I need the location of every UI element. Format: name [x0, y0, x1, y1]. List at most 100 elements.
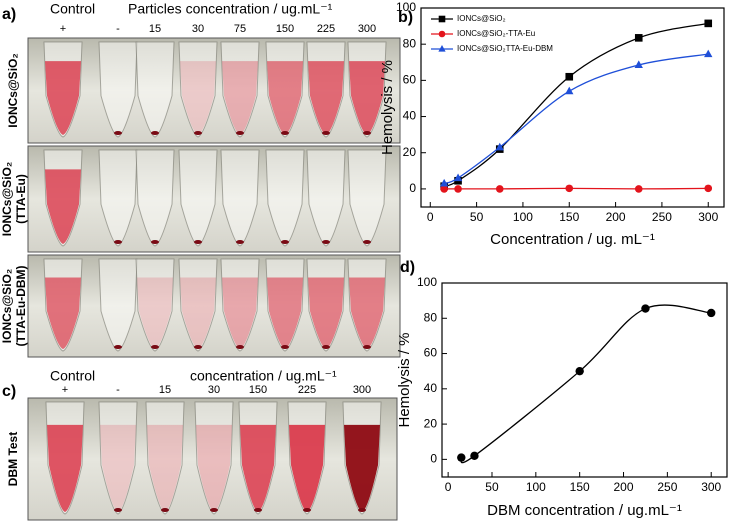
- y-tick-label: 0: [409, 181, 416, 195]
- tube: [135, 258, 175, 352]
- row-label-line: IONCs@SiO₂: [0, 269, 14, 343]
- x-tick-label: 100: [526, 480, 546, 494]
- row-label-line: IONCs@SiO₂: [6, 53, 20, 127]
- tube-label: 225: [298, 384, 316, 396]
- tube-fill: [222, 61, 258, 135]
- pellet: [281, 240, 289, 244]
- marker: [565, 86, 574, 95]
- y-tick-label: 0: [430, 452, 437, 466]
- x-tick-label: 250: [657, 480, 677, 494]
- x-tick-label: 200: [606, 210, 626, 224]
- pellet: [114, 345, 122, 349]
- tube-fill: [267, 277, 303, 349]
- x-tick-label: 100: [513, 210, 533, 224]
- tube: [306, 149, 346, 247]
- pellet: [194, 345, 202, 349]
- concentration-label: Particles concentration / ug.mL⁻¹: [128, 1, 333, 17]
- control-label: Control: [50, 368, 95, 384]
- tube: [220, 258, 260, 352]
- tube-label: +: [62, 384, 68, 396]
- x-tick-label: 150: [570, 480, 590, 494]
- y-tick-label: 60: [424, 346, 438, 360]
- tube-label: -: [116, 23, 120, 35]
- tube-label: 30: [192, 23, 204, 35]
- x-axis-label: Concentration / ug. mL⁻¹: [490, 231, 655, 248]
- y-tick-label: 80: [424, 310, 438, 324]
- pellet: [322, 131, 330, 135]
- marker: [704, 19, 713, 28]
- marker: [704, 49, 713, 58]
- pellet: [363, 240, 371, 244]
- row-label: IONCs@SiO₂(TTA-Eu-DBM): [0, 265, 28, 346]
- tube: [178, 149, 218, 247]
- y-tick-label: 40: [424, 381, 438, 395]
- row-label-line: IONCs@SiO₂: [0, 162, 14, 236]
- tube-fill: [308, 277, 344, 349]
- tube-fill: [289, 424, 325, 512]
- tube-fill: [222, 277, 258, 349]
- tube-fill: [308, 61, 344, 135]
- marker: [575, 366, 584, 376]
- pellet: [303, 508, 311, 512]
- tube-fill: [240, 424, 276, 512]
- tube-fill: [180, 277, 216, 349]
- legend-marker: [438, 45, 446, 52]
- tube-label: 300: [353, 384, 371, 396]
- tube-label: -: [116, 384, 120, 396]
- marker: [440, 185, 448, 193]
- y-tick-label: 100: [396, 0, 416, 14]
- legend-label: IONCs@SiO₂-TTA-Eu: [457, 29, 535, 38]
- pellet: [358, 508, 366, 512]
- tube-label: 15: [149, 23, 161, 35]
- pellet: [151, 240, 159, 244]
- marker: [565, 184, 574, 193]
- legend-marker: [438, 15, 446, 23]
- y-tick-label: 80: [403, 36, 417, 50]
- x-tick-label: 300: [698, 210, 718, 224]
- tube: [135, 41, 175, 138]
- marker: [457, 453, 466, 462]
- tube: [135, 149, 175, 247]
- tube-fill: [349, 61, 385, 135]
- pellet: [322, 345, 330, 349]
- x-tick-label: 150: [559, 210, 579, 224]
- control-label: Control: [50, 1, 95, 17]
- series-line: [443, 53, 709, 185]
- marker: [641, 304, 650, 313]
- tube-fill: [147, 424, 183, 512]
- plot-frame: [441, 282, 728, 478]
- x-tick-label: 0: [445, 480, 452, 494]
- marker: [634, 60, 643, 69]
- panel-label: a): [2, 6, 16, 23]
- y-tick-label: 20: [403, 145, 417, 159]
- marker: [453, 173, 463, 182]
- pellet: [254, 508, 262, 512]
- tube-label: 150: [249, 384, 267, 396]
- pellet: [236, 131, 244, 135]
- panel-label: c): [2, 383, 16, 400]
- pellet: [114, 508, 122, 512]
- tube-fill: [45, 169, 81, 244]
- pellet: [363, 345, 371, 349]
- marker: [495, 185, 504, 193]
- tube-fill: [45, 277, 81, 349]
- series-line: [460, 304, 712, 464]
- pellet: [281, 131, 289, 135]
- tube-label: +: [60, 23, 66, 35]
- tube-fill: [137, 277, 173, 349]
- marker: [634, 185, 643, 193]
- pellet: [151, 345, 159, 349]
- marker: [495, 142, 504, 151]
- pellet: [161, 508, 169, 512]
- pellet: [236, 240, 244, 244]
- row-label: IONCs@SiO₂(TTA-Eu): [0, 162, 28, 236]
- tube: [98, 258, 138, 352]
- tube-fill: [349, 277, 385, 349]
- y-tick-label: 60: [403, 73, 417, 87]
- tube: [98, 149, 138, 247]
- row-label-line: (TTA-Eu-DBM): [14, 265, 28, 346]
- series-line: [444, 187, 709, 190]
- pellet: [322, 240, 330, 244]
- tube: [220, 149, 260, 247]
